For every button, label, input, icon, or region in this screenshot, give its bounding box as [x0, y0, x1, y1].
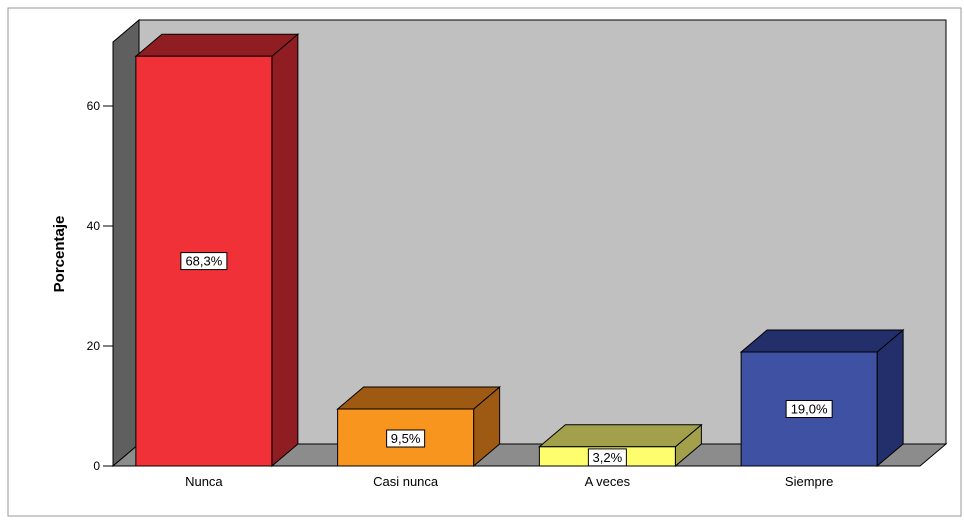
bar-side — [877, 330, 903, 466]
y-tick-label: 20 — [87, 339, 101, 353]
data-label-text: 68,3% — [185, 254, 222, 269]
data-label: 68,3% — [181, 253, 227, 270]
bar-top — [338, 387, 500, 409]
plot-side-wall — [113, 20, 139, 466]
x-tick-label: Casi nunca — [373, 474, 439, 489]
data-label-text: 19,0% — [791, 402, 828, 417]
bar — [741, 330, 903, 466]
x-tick-label: Nunca — [185, 474, 223, 489]
x-tick-label: Siempre — [785, 474, 833, 489]
y-tick-label: 60 — [87, 99, 101, 113]
data-label-text: 3,2% — [593, 450, 623, 465]
bar-side — [272, 34, 298, 466]
data-label: 9,5% — [387, 430, 425, 447]
data-label: 3,2% — [588, 449, 626, 466]
data-label: 19,0% — [786, 401, 832, 418]
bar — [136, 34, 298, 466]
x-tick-label: A veces — [585, 474, 631, 489]
y-tick-label: 0 — [93, 459, 100, 473]
y-axis-title: Porcentaje — [51, 216, 68, 293]
bar-top — [539, 425, 701, 447]
bar-top — [741, 330, 903, 352]
data-label-text: 9,5% — [391, 431, 421, 446]
bar — [338, 387, 500, 466]
y-tick-label: 40 — [87, 219, 101, 233]
bar-top — [136, 34, 298, 56]
